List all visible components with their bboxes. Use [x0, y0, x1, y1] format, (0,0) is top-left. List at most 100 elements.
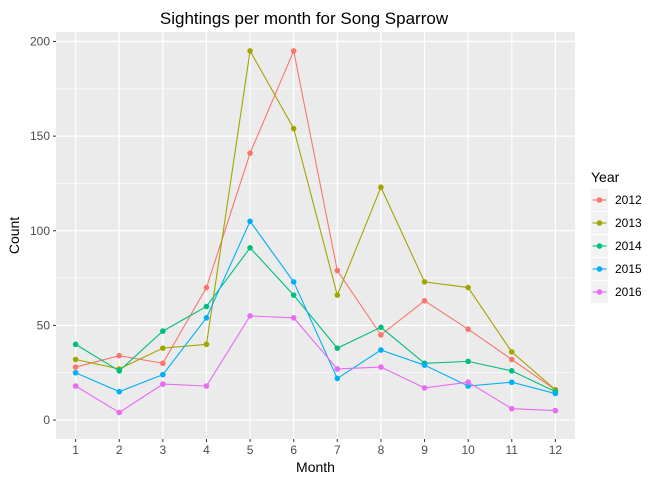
- y-tick-label: 0: [43, 413, 50, 427]
- data-point-2016: [247, 313, 253, 319]
- data-point-2014: [508, 368, 515, 374]
- x-tick-label: 4: [203, 443, 210, 457]
- data-point-2012: [116, 352, 123, 359]
- x-tick-label: 9: [421, 443, 428, 457]
- data-point-2015: [552, 390, 559, 397]
- x-axis-title: Month: [296, 459, 335, 475]
- data-point-2014: [116, 368, 123, 374]
- data-point-2016: [72, 383, 79, 389]
- legend-title: Year: [591, 169, 620, 185]
- data-point-2013: [290, 125, 297, 132]
- data-point-2013: [203, 341, 210, 348]
- y-axis-title: Count: [6, 217, 22, 254]
- data-point-2014: [465, 358, 471, 365]
- data-point-2016: [421, 385, 428, 391]
- data-point-2013: [160, 345, 166, 351]
- data-point-2012: [508, 356, 515, 363]
- data-point-2013: [465, 284, 471, 291]
- data-point-2015: [290, 279, 297, 285]
- data-point-2012: [334, 267, 341, 274]
- data-point-2015: [421, 362, 428, 368]
- data-point-2015: [203, 315, 210, 321]
- y-tick-label: 100: [30, 224, 50, 238]
- data-point-2016: [552, 407, 559, 414]
- data-point-2014: [203, 303, 210, 310]
- x-tick-label: 6: [290, 443, 297, 457]
- series-line-2015: [75, 220, 556, 395]
- y-tick-label: 200: [30, 34, 50, 48]
- data-point-2014: [247, 245, 253, 251]
- legend-key-2016: [591, 281, 608, 303]
- data-point-2016: [334, 366, 341, 372]
- minor-gridlines: [56, 88, 575, 374]
- data-point-2015: [72, 369, 79, 376]
- series-line-2014: [75, 246, 556, 393]
- data-point-2012: [247, 150, 253, 156]
- data-point-2014: [290, 292, 297, 298]
- legend-label: 2014: [615, 239, 642, 253]
- series-line-2016: [75, 315, 556, 414]
- legend-label: 2013: [615, 216, 642, 230]
- data-point-2012: [72, 364, 79, 370]
- data-point-2016: [508, 405, 515, 412]
- data-point-2014: [378, 324, 384, 331]
- x-tick-label: 7: [334, 443, 341, 457]
- data-point-2016: [116, 409, 123, 416]
- data-point-2016: [160, 381, 166, 387]
- legend-key-2014: [591, 235, 608, 257]
- plot-panel: [56, 32, 575, 439]
- data-point-2012: [465, 326, 471, 333]
- series-2015: [72, 218, 559, 397]
- x-tick-label: 2: [116, 443, 123, 457]
- x-axis: 1 2 3 4 5 6 7 8 9 10 11 12: [72, 439, 562, 457]
- data-point-2012: [378, 332, 384, 338]
- data-point-2012: [290, 48, 297, 54]
- data-point-2014: [72, 341, 79, 348]
- data-point-2016: [203, 383, 210, 389]
- legend-label: 2015: [615, 262, 642, 276]
- x-tick-label: 3: [160, 443, 167, 457]
- legend: Year 2012 2013 2014 2015 2016: [591, 169, 642, 303]
- y-tick-label: 50: [37, 318, 51, 332]
- data-point-2016: [378, 364, 384, 370]
- data-point-2013: [72, 356, 79, 363]
- data-point-2012: [203, 284, 210, 291]
- x-tick-label: 10: [461, 443, 475, 457]
- x-tick-label: 8: [378, 443, 385, 457]
- x-tick-label: 1: [72, 443, 79, 457]
- data-point-2015: [160, 371, 166, 378]
- y-tick-label: 150: [30, 129, 50, 143]
- data-point-2013: [334, 292, 341, 298]
- data-point-2013: [421, 279, 428, 285]
- data-point-2016: [465, 379, 471, 386]
- data-point-2013: [247, 48, 253, 54]
- legend-label: 2012: [615, 193, 642, 207]
- data-point-2016: [290, 315, 297, 321]
- series-2016: [72, 313, 559, 416]
- series-line-2012: [75, 49, 556, 391]
- x-tick-label: 11: [506, 443, 519, 457]
- data-point-2013: [508, 349, 515, 355]
- legend-key-2013: [591, 212, 608, 234]
- y-axis: 0 50 100 150 200: [30, 34, 56, 427]
- data-point-2014: [160, 328, 166, 334]
- data-point-2015: [116, 388, 123, 395]
- data-point-2015: [247, 218, 253, 225]
- x-tick-label: 12: [549, 443, 563, 457]
- series-2012: [72, 48, 559, 393]
- data-point-2015: [378, 347, 384, 353]
- series-line-2013: [75, 49, 556, 391]
- data-point-2013: [378, 184, 384, 191]
- data-point-2015: [508, 379, 515, 386]
- legend-label: 2016: [615, 285, 642, 299]
- series-layer: [72, 48, 559, 416]
- data-point-2012: [160, 360, 166, 367]
- legend-key-2012: [591, 189, 608, 211]
- legend-key-2015: [591, 258, 608, 280]
- data-point-2012: [421, 298, 428, 304]
- major-gridlines: [56, 32, 575, 439]
- x-tick-label: 5: [247, 443, 254, 457]
- chart-title: Sightings per month for Song Sparrow: [160, 9, 449, 28]
- data-point-2015: [334, 375, 341, 382]
